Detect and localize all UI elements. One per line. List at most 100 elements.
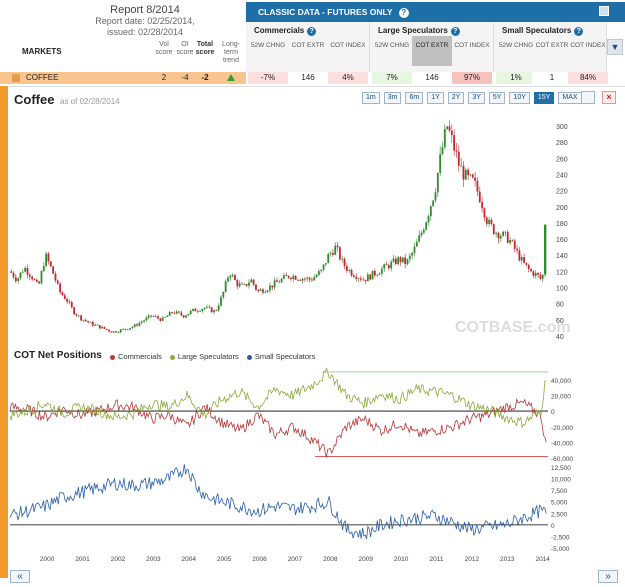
series-large-speculators: [9, 367, 547, 428]
range-button-3m[interactable]: 3m: [383, 92, 402, 104]
nav-next-button[interactable]: »: [598, 570, 618, 583]
price-y-tick: 100: [556, 286, 568, 293]
price-candle: [292, 276, 295, 280]
col-52w-chng[interactable]: 52W CHNG: [250, 42, 286, 49]
print-button[interactable]: [581, 91, 595, 104]
price-candle: [387, 265, 390, 269]
market-row-coffee[interactable]: COFFEE 2 -4 -2 -7% 146 4% 7% 146 97% 1% …: [0, 72, 625, 84]
price-candle: [287, 275, 290, 278]
help-icon[interactable]: ?: [398, 8, 409, 18]
price-candle: [82, 319, 85, 321]
price-candle: [77, 315, 80, 317]
price-candle: [248, 282, 250, 286]
price-candle: [38, 281, 41, 284]
price-candle: [119, 329, 122, 333]
legend-item-small-speculators[interactable]: Small Speculators: [246, 352, 315, 361]
price-candle: [231, 275, 234, 276]
price-candle: [14, 277, 17, 282]
col-cot-extr[interactable]: COT EXTR: [535, 42, 569, 49]
col-52w-chng[interactable]: 52W CHNG: [498, 42, 534, 49]
price-candle: [359, 278, 362, 280]
price-candle: [301, 278, 304, 281]
price-candle: [175, 311, 178, 314]
price-candle: [413, 246, 416, 253]
price-candle: [168, 312, 171, 316]
close-button[interactable]: ×: [602, 91, 616, 104]
x-tick: 2008: [323, 556, 338, 563]
price-y-tick: 220: [556, 189, 568, 196]
help-icon[interactable]: ?: [450, 27, 460, 36]
price-candle: [513, 240, 516, 249]
up-arrow-icon: [227, 74, 235, 81]
price-candle: [217, 305, 220, 311]
price-candle: [450, 130, 453, 136]
price-candle: [157, 316, 159, 319]
price-candle: [94, 324, 96, 326]
series-commercials: [9, 397, 547, 458]
price-y-tick: 300: [556, 124, 568, 131]
help-icon[interactable]: ?: [574, 27, 584, 36]
range-button-15y[interactable]: 15Y: [533, 92, 555, 104]
price-y-tick: 280: [556, 140, 568, 147]
price-candle: [313, 277, 316, 281]
issued-date: issued: 02/28/2014: [106, 27, 184, 37]
nav-prev-button[interactable]: «: [10, 570, 30, 583]
report-info: Report 8/2014 Report date: 02/25/2014, i…: [60, 4, 230, 38]
price-candle: [534, 272, 537, 276]
col-cot-extr[interactable]: COT EXTR: [291, 42, 325, 49]
x-tick: 2000: [40, 556, 55, 563]
col-cot-extr-sorted[interactable]: COT EXTR: [412, 36, 452, 66]
price-candle: [453, 135, 456, 151]
price-candle: [124, 328, 127, 330]
price-candle: [476, 180, 479, 192]
price-candle: [28, 274, 31, 277]
classic-data-bar: CLASSIC DATA - FUTURES ONLY ?: [246, 2, 625, 22]
range-button-6m[interactable]: 6m: [405, 92, 424, 104]
print-icon[interactable]: [599, 6, 609, 16]
col-52w-chng[interactable]: 52W CHNG: [374, 42, 410, 49]
price-y-tick: 40: [556, 334, 564, 341]
com-cot-index: 4%: [328, 72, 368, 84]
legend-item-commercials[interactable]: Commercials: [110, 352, 162, 361]
price-candle: [19, 272, 22, 279]
scroll-down-button[interactable]: ▼: [607, 39, 623, 55]
col-cot-index[interactable]: COT INDEX: [454, 42, 490, 49]
range-button-1y[interactable]: 1Y: [427, 92, 444, 104]
price-candle: [203, 307, 206, 309]
col-cot-index[interactable]: COT INDEX: [570, 42, 606, 49]
price-candle: [490, 219, 493, 225]
price-candle: [126, 329, 129, 331]
price-candle: [12, 272, 15, 278]
price-candle: [434, 192, 437, 201]
price-candle: [224, 281, 227, 292]
price-candle: [147, 315, 150, 318]
price-candle: [338, 247, 341, 260]
price-candle: [506, 232, 509, 243]
price-candle: [474, 177, 477, 181]
total-score: -2: [201, 73, 209, 82]
price-candle: [401, 257, 404, 263]
price-candle: [129, 328, 131, 330]
range-button-10y[interactable]: 10Y: [509, 92, 530, 104]
price-candle: [404, 257, 407, 265]
price-candle: [299, 279, 302, 281]
x-tick: 2011: [430, 556, 444, 563]
range-button-5y[interactable]: 5Y: [488, 92, 506, 104]
range-button-1m[interactable]: 1m: [362, 92, 380, 104]
price-candle: [441, 147, 444, 155]
group-title: Large Speculators: [378, 26, 448, 35]
legend: Commercials Large Speculators Small Spec…: [110, 352, 321, 361]
price-candle: [80, 315, 83, 321]
range-button-3y[interactable]: 3Y: [468, 92, 485, 104]
range-button-2y[interactable]: 2Y: [447, 92, 465, 104]
help-icon[interactable]: ?: [307, 27, 317, 36]
price-candle: [187, 313, 190, 316]
x-tick: 2007: [288, 556, 303, 563]
price-candle: [266, 290, 269, 292]
price-candle: [443, 129, 446, 148]
ss-y-tick: 2,500: [551, 511, 568, 518]
price-candle: [243, 284, 246, 285]
legend-item-large-speculators[interactable]: Large Speculators: [169, 352, 239, 361]
col-cot-index[interactable]: COT INDEX: [330, 42, 366, 49]
price-candle: [518, 250, 521, 261]
